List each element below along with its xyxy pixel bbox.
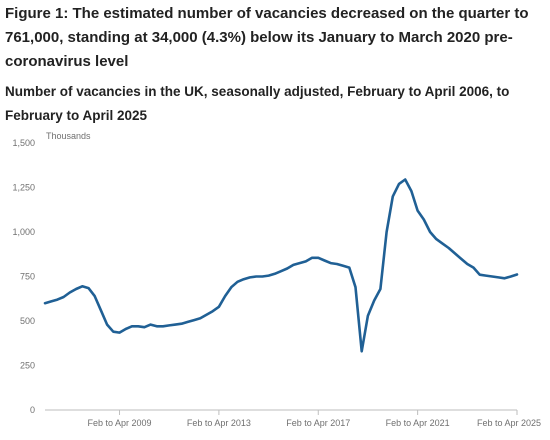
y-tick-label: 1,500 xyxy=(12,138,35,148)
x-tick-label: Feb to Apr 2017 xyxy=(286,418,350,428)
y-axis: 0 250 500 750 1,000 1,250 1,500 xyxy=(12,138,35,415)
y-tick-label: 500 xyxy=(20,316,35,326)
y-tick-label: 1,000 xyxy=(12,227,35,237)
vacancies-series-line xyxy=(43,178,519,353)
y-tick-label: 750 xyxy=(20,272,35,282)
x-axis: Feb to Apr 2009 Feb to Apr 2013 Feb to Apr… xyxy=(45,409,541,428)
chart-subtitle: Number of vacancies in the UK, seasonall… xyxy=(5,84,510,123)
y-tick-label: 0 xyxy=(30,405,35,415)
y-tick-label: 250 xyxy=(20,361,35,371)
x-tick-label: Feb to Apr 2025 xyxy=(477,418,541,428)
x-tick-label: Feb to Apr 2009 xyxy=(88,418,152,428)
x-tick-label: Feb to Apr 2013 xyxy=(187,418,251,428)
series-layer xyxy=(43,178,519,353)
x-tick-label: Feb to Apr 2021 xyxy=(386,418,450,428)
y-axis-unit-label: Thousands xyxy=(46,131,91,141)
y-tick-label: 1,250 xyxy=(12,183,35,193)
figure-title: Figure 1: The estimated number of vacanc… xyxy=(5,5,529,70)
